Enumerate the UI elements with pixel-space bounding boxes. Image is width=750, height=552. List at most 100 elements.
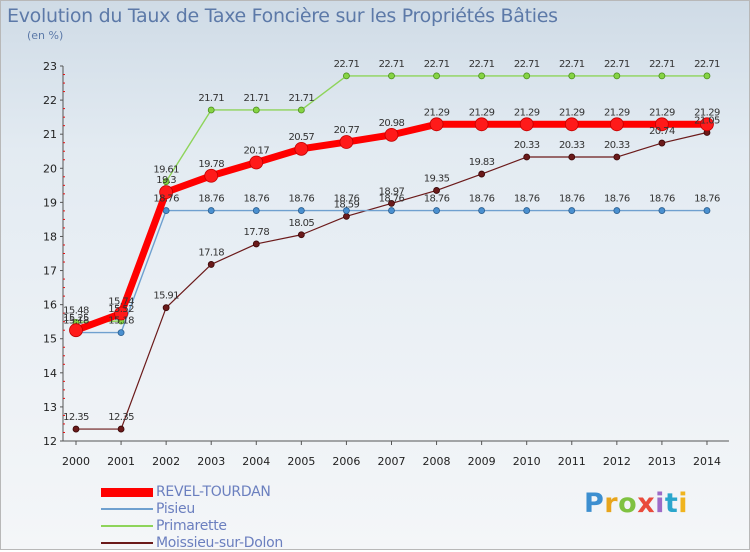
y-tick-label: 19 [43,196,57,209]
data-label-revel-tourdan: 20.77 [334,125,360,136]
data-label-pisieu: 18.76 [424,194,450,205]
data-point-moissieu-sur-dolon [162,304,170,312]
data-point-pisieu [117,329,125,336]
data-label-pisieu: 18.76 [604,194,630,205]
data-label-primarette: 22.71 [649,59,675,70]
data-label-pisieu: 18.76 [469,194,495,205]
data-point-revel-tourdan [429,117,444,132]
data-point-moissieu-sur-dolon [388,199,395,207]
data-label-moissieu-sur-dolon: 18.59 [334,199,360,210]
data-label-primarette: 22.71 [559,59,585,70]
data-point-revel-tourdan [249,155,264,170]
data-point-primarette [343,72,350,80]
legend-swatch-pisieu [101,508,153,510]
legend-label-primarette: Primarette [156,518,227,534]
data-label-moissieu-sur-dolon: 17.18 [198,247,224,258]
y-tick-label: 22 [43,94,57,107]
legend-swatch-primarette [101,525,153,527]
y-tick-label: 17 [43,265,57,278]
x-tick-label: 2001 [107,455,135,468]
x-tick-label: 2014 [693,455,721,468]
data-label-moissieu-sur-dolon: 15.91 [153,291,179,302]
logo-letter: x [637,488,656,519]
data-label-revel-tourdan: 21.29 [469,107,495,118]
data-label-revel-tourdan: 21.29 [649,107,675,118]
data-point-primarette [568,72,576,80]
data-point-pisieu [478,207,486,214]
y-tick-label: 18 [43,230,57,243]
data-label-moissieu-sur-dolon: 20.33 [604,140,630,151]
data-point-primarette [388,72,395,80]
data-label-revel-tourdan: 20.17 [243,145,269,156]
chart-axes: 12 13 14 15 16 17 18 19 20 21 22 23 2000 2001 2002 2003… [43,60,729,468]
data-label-moissieu-sur-dolon: 19.83 [469,157,495,168]
x-tick-label: 2012 [603,455,631,468]
data-point-primarette [703,72,711,80]
data-label-pisieu: 18.76 [289,194,315,205]
data-point-pisieu [433,207,440,214]
data-point-primarette [162,178,170,185]
data-point-primarette [433,72,440,80]
data-label-moissieu-sur-dolon: 21.05 [694,115,720,126]
data-label-pisieu: 18.76 [559,194,585,205]
data-label-revel-tourdan: 15.74 [108,297,134,308]
data-label-revel-tourdan: 21.29 [604,107,630,118]
data-point-moissieu-sur-dolon [252,240,260,248]
x-tick-label: 2000 [62,455,90,468]
data-label-pisieu: 15.18 [108,316,134,327]
series-line-pisieu [76,209,707,334]
data-point-pisieu [297,207,305,214]
x-tick-label: 2002 [152,455,180,468]
data-point-pisieu [568,207,576,214]
data-point-primarette [478,72,486,80]
data-point-primarette [658,72,666,80]
data-point-revel-tourdan [384,127,399,142]
data-point-primarette [613,72,621,80]
data-point-pisieu [658,207,666,214]
data-point-revel-tourdan [474,117,489,132]
data-label-revel-tourdan: 21.29 [514,107,540,118]
data-label-primarette: 22.71 [424,59,450,70]
x-tick-label: 2006 [332,455,360,468]
data-label-primarette: 22.71 [334,59,360,70]
y-tick-label: 16 [43,299,57,312]
logo-letter: o [618,488,638,519]
x-tick-label: 2003 [197,455,225,468]
data-point-pisieu [343,207,350,214]
y-tick-label: 15 [43,333,57,346]
y-tick-label: 12 [43,435,57,448]
data-point-pisieu [252,207,260,214]
data-point-moissieu-sur-dolon [207,261,215,268]
data-label-revel-tourdan: 19.78 [198,159,224,170]
data-label-revel-tourdan: 20.98 [379,118,405,129]
x-tick-label: 2010 [513,455,541,468]
x-tick-label: 2005 [287,455,315,468]
legend-label-pisieu: Pisieu [156,501,195,517]
y-tick-label: 21 [43,128,57,141]
chart-subtitle: (en %) [27,29,64,42]
data-label-moissieu-sur-dolon: 12.35 [63,412,89,423]
data-label-revel-tourdan: 20.57 [289,132,315,143]
data-label-primarette: 21.71 [289,93,315,104]
logo-letter: r [604,488,619,519]
x-tick-label: 2007 [377,455,405,468]
x-tick-label: 2011 [558,455,586,468]
data-label-moissieu-sur-dolon: 18.97 [379,186,405,197]
data-point-moissieu-sur-dolon [117,425,125,433]
legend-swatch-moissieu-sur-dolon [101,542,153,544]
data-label-moissieu-sur-dolon: 18.05 [289,218,315,229]
data-label-pisieu: 15.18 [63,316,89,327]
data-label-primarette: 21.71 [198,93,224,104]
y-tick-label: 23 [43,60,57,73]
data-point-moissieu-sur-dolon [297,231,305,239]
data-label-pisieu: 18.76 [243,194,269,205]
data-labels-layer: 15.25 15.74 19.3 19.78 20.17 20.57 20.77 20.98 2… [63,59,720,423]
data-label-primarette: 21.71 [243,93,269,104]
data-label-revel-tourdan: 21.29 [559,107,585,118]
data-point-revel-tourdan [159,185,174,200]
data-label-primarette: 19.61 [153,165,179,176]
data-point-moissieu-sur-dolon [568,153,576,161]
data-label-primarette: 22.71 [694,59,720,70]
logo-letter: i [655,488,665,519]
